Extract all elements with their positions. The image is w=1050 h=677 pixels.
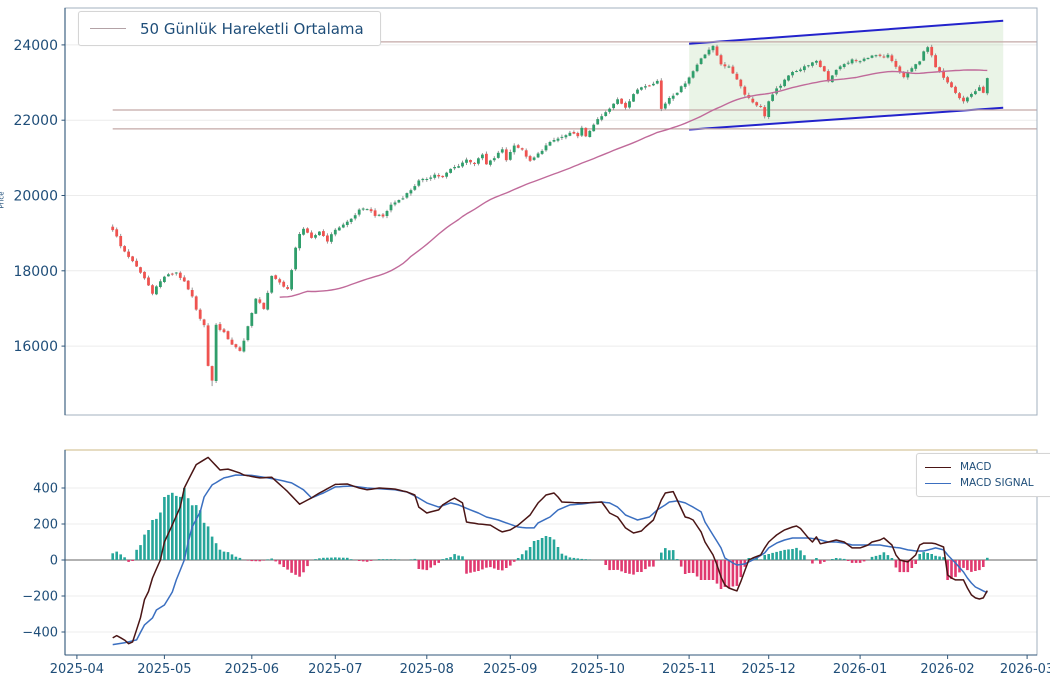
svg-text:2025-06: 2025-06 bbox=[225, 662, 279, 677]
moving-average-line bbox=[279, 69, 988, 298]
svg-text:2026-03: 2026-03 bbox=[1000, 662, 1050, 677]
svg-text:−400: −400 bbox=[22, 625, 58, 640]
macd-legend-row: MACD bbox=[925, 459, 991, 475]
svg-text:2026-02: 2026-02 bbox=[920, 662, 974, 677]
svg-text:2025-12: 2025-12 bbox=[741, 662, 795, 677]
svg-text:20000: 20000 bbox=[13, 188, 58, 204]
macd-histogram bbox=[111, 488, 989, 589]
price-panel: 24000 22000 20000 18000 16000 bbox=[13, 7, 1038, 416]
candlesticks bbox=[111, 44, 989, 387]
svg-text:2026-01: 2026-01 bbox=[833, 662, 887, 677]
svg-text:2025-10: 2025-10 bbox=[571, 662, 625, 677]
svg-text:400: 400 bbox=[33, 481, 58, 496]
svg-text:18000: 18000 bbox=[13, 264, 58, 280]
macd-legend-label: MACD bbox=[960, 461, 992, 473]
macd-line-sample bbox=[925, 466, 951, 468]
ma-legend: 50 Günlük Hareketli Ortalama bbox=[78, 11, 381, 46]
svg-text:−200: −200 bbox=[22, 589, 58, 604]
macd-legend: MACD MACD SIGNAL bbox=[916, 453, 1050, 497]
svg-text:2025-07: 2025-07 bbox=[308, 662, 362, 677]
price-axis-label: Price bbox=[0, 191, 6, 209]
macd-signal-legend-label: MACD SIGNAL bbox=[960, 477, 1034, 489]
macd-line bbox=[112, 456, 988, 645]
svg-text:24000: 24000 bbox=[13, 38, 58, 54]
macd-signal-line bbox=[112, 474, 988, 646]
x-axis-ticks: 2025-04 2025-05 2025-06 2025-07 2025-08 2025-… bbox=[50, 655, 1050, 677]
svg-text:2025-05: 2025-05 bbox=[137, 662, 191, 677]
svg-text:16000: 16000 bbox=[13, 339, 58, 355]
ma-legend-label: 50 Günlük Hareketli Ortalama bbox=[140, 19, 364, 38]
svg-text:2025-09: 2025-09 bbox=[483, 662, 537, 677]
svg-text:2025-11: 2025-11 bbox=[662, 662, 716, 677]
ma-legend-line-sample bbox=[90, 28, 126, 29]
svg-text:2025-04: 2025-04 bbox=[50, 662, 104, 677]
svg-text:22000: 22000 bbox=[13, 113, 58, 129]
svg-text:0: 0 bbox=[50, 553, 58, 568]
svg-text:200: 200 bbox=[33, 517, 58, 532]
macd-signal-legend-row: MACD SIGNAL bbox=[925, 475, 1034, 491]
macd-signal-line-sample bbox=[925, 482, 951, 484]
svg-text:2025-08: 2025-08 bbox=[400, 662, 454, 677]
